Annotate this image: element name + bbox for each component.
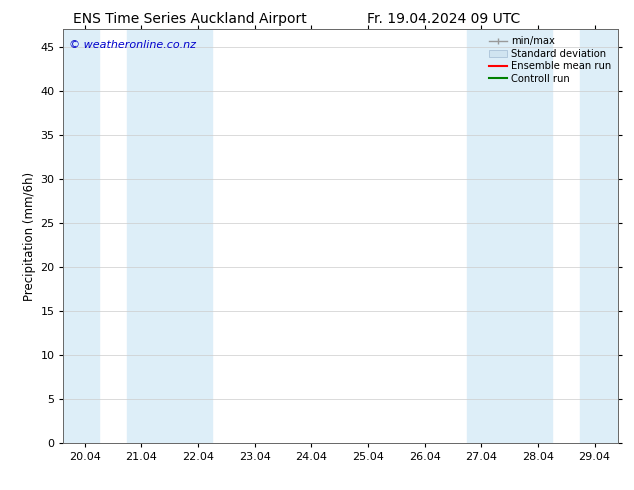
- Bar: [580, 29, 618, 443]
- Bar: [63, 29, 99, 443]
- Y-axis label: Precipitation (mm/6h): Precipitation (mm/6h): [23, 172, 36, 301]
- Text: Fr. 19.04.2024 09 UTC: Fr. 19.04.2024 09 UTC: [367, 12, 521, 26]
- Text: © weatheronline.co.nz: © weatheronline.co.nz: [69, 40, 196, 50]
- Legend: min/max, Standard deviation, Ensemble mean run, Controll run: min/max, Standard deviation, Ensemble me…: [487, 34, 613, 86]
- Text: ENS Time Series Auckland Airport: ENS Time Series Auckland Airport: [74, 12, 307, 26]
- Bar: [467, 29, 552, 443]
- Bar: [127, 29, 212, 443]
